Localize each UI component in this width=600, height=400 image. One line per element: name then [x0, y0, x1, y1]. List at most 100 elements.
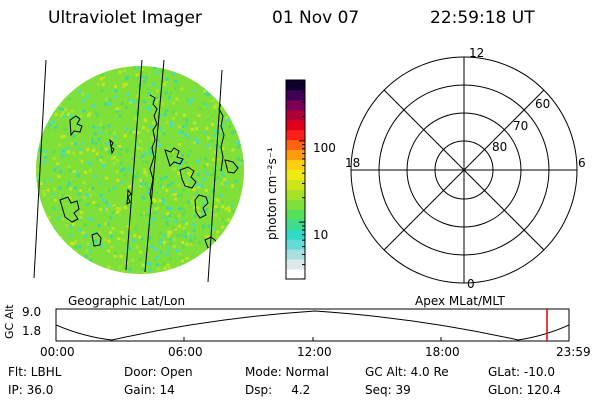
uv-pixel	[153, 204, 157, 207]
uv-pixel	[141, 263, 145, 267]
uv-pixel	[107, 249, 111, 253]
uv-pixel	[143, 100, 147, 104]
uv-pixel	[124, 106, 128, 109]
uv-pixel	[174, 79, 178, 83]
uv-pixel	[109, 137, 113, 141]
uv-pixel	[100, 77, 103, 81]
glon-info: GLon: 120.4	[488, 383, 561, 397]
uv-pixel	[47, 125, 50, 129]
uv-pixel	[167, 96, 171, 99]
uv-pixel	[78, 90, 82, 93]
uv-pixel	[221, 217, 224, 221]
uv-pixel	[111, 211, 115, 215]
uv-pixel	[112, 155, 116, 159]
uv-pixel	[46, 188, 50, 192]
uv-pixel	[182, 113, 186, 117]
uv-pixel	[178, 207, 182, 211]
uv-pixel	[185, 98, 189, 102]
colorbar-tick-10: 10	[313, 228, 329, 242]
uv-pixel	[74, 240, 78, 244]
uv-pixel	[181, 153, 184, 157]
gain-info: Gain: 14	[124, 383, 175, 397]
gc-alt-info: GC Alt: 4.0 Re	[365, 365, 449, 379]
uv-pixel	[160, 198, 164, 202]
uv-pixel	[169, 237, 173, 241]
uv-pixel	[230, 203, 234, 207]
uv-pixel	[146, 128, 150, 132]
uv-pixel	[148, 268, 152, 272]
uv-pixel	[129, 131, 132, 135]
colorbar-cell	[286, 239, 305, 250]
uv-pixel	[121, 271, 125, 274]
uv-pixel	[160, 202, 164, 206]
colorbar-cell	[286, 139, 305, 151]
uv-pixel	[53, 258, 56, 262]
uv-pixel	[97, 231, 101, 235]
uv-pixel	[52, 273, 56, 274]
uv-pixel	[148, 236, 152, 240]
uv-pixel	[88, 169, 92, 173]
uv-pixel	[68, 77, 72, 80]
uv-pixel	[222, 256, 225, 260]
uv-pixel	[123, 173, 127, 177]
uv-pixel	[206, 117, 210, 121]
uv-pixel	[182, 226, 186, 230]
uv-pixel	[165, 109, 169, 112]
colorbar-cell	[286, 189, 305, 200]
uv-pixel	[143, 196, 147, 200]
uv-pixel	[63, 154, 67, 158]
uv-pixel	[174, 197, 178, 201]
uv-pixel	[216, 176, 220, 180]
uv-pixel	[135, 245, 139, 249]
mlat-label-70: 70	[513, 119, 529, 133]
uv-pixel	[236, 145, 240, 149]
uv-pixel	[221, 205, 225, 209]
uv-pixel	[97, 273, 101, 274]
uv-pixel	[188, 101, 192, 105]
uv-pixel	[132, 239, 136, 243]
uv-pixel	[144, 173, 148, 177]
uv-pixel	[49, 178, 52, 181]
uv-pixel	[226, 77, 230, 81]
uv-pixel	[223, 105, 227, 109]
uv-pixel	[70, 142, 74, 146]
uv-pixel	[106, 142, 110, 145]
uv-pixel	[185, 269, 189, 273]
uv-pixel	[238, 143, 242, 147]
uv-pixel	[216, 208, 220, 212]
uv-pixel	[102, 161, 106, 165]
uv-pixel	[138, 184, 142, 187]
uv-pixel	[226, 255, 230, 259]
uv-pixel	[217, 122, 221, 126]
uv-pixel	[131, 128, 135, 132]
uv-pixel	[211, 227, 215, 231]
uv-pixel	[91, 104, 95, 108]
uv-pixel	[240, 108, 244, 112]
uv-pixel	[139, 182, 143, 186]
uv-pixel	[71, 242, 75, 246]
colorbar-cell	[286, 199, 305, 210]
uv-pixel	[53, 75, 57, 79]
uv-pixel	[78, 216, 82, 220]
uv-pixel	[240, 234, 244, 238]
uv-pixel	[126, 243, 130, 247]
uv-pixel	[232, 166, 236, 170]
uv-pixel	[144, 213, 148, 217]
uv-pixel	[36, 148, 40, 152]
uv-pixel	[216, 230, 220, 234]
uv-pixel	[225, 243, 229, 247]
uv-pixel	[216, 235, 219, 239]
uv-pixel	[54, 113, 58, 117]
uv-pixel	[210, 139, 214, 143]
uv-pixel	[182, 207, 186, 210]
uv-pixel	[166, 263, 170, 267]
colorbar	[285, 79, 306, 280]
uv-pixel	[58, 73, 62, 77]
uv-pixel	[192, 206, 196, 210]
uv-pixel	[132, 100, 136, 104]
uv-pixel	[56, 75, 60, 79]
uv-pixel	[78, 245, 81, 249]
uv-pixel	[211, 98, 215, 102]
uv-pixel	[86, 242, 90, 246]
uv-pixel	[83, 223, 87, 227]
